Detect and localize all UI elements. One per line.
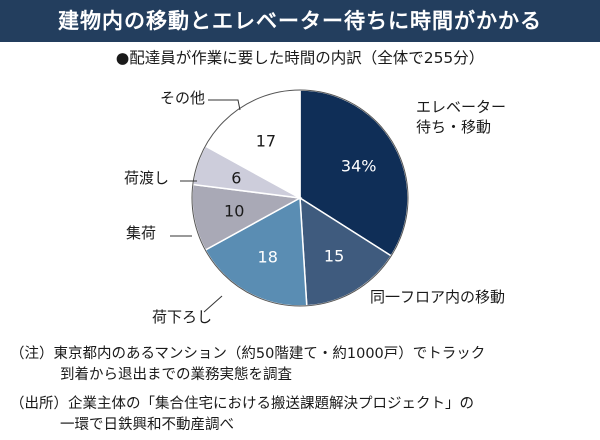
slice-value-label: 10 (224, 202, 244, 221)
note-2: （出所）企業主体の「集合住宅における搬送課題解決プロジェクト」の 一環で日鉄興和… (10, 394, 474, 436)
note-1: （注）東京都内のあるマンション（約50階建て・約1000戸）でトラック 到着から… (10, 344, 485, 386)
chart-title: 建物内の移動とエレベーター待ちに時間がかかる (58, 9, 542, 33)
slice-value-label: 34% (341, 157, 377, 176)
slice-category-label: その他 (160, 89, 205, 107)
leader-line (208, 99, 241, 111)
slice-value-label: 17 (256, 131, 276, 150)
slice-category-label: 荷渡し (124, 169, 169, 187)
title-bar (0, 0, 600, 42)
note-1-line-1: （注）東京都内のあるマンション（約50階建て・約1000戸）でトラック (10, 346, 486, 362)
chart-subtitle: ●配達員が作業に要した時間の内訳（全体で255分） (115, 49, 485, 67)
note-2-line-2: 一環で日鉄興和不動産調べ (60, 417, 234, 433)
pie-outline (191, 89, 409, 307)
slice-category-label: 同一フロア内の移動 (370, 288, 505, 306)
slice-category-label: 集荷 (126, 224, 156, 242)
slice-value-label: 18 (258, 248, 278, 267)
slice-value-label: 6 (231, 168, 241, 187)
slice-value-label: 15 (324, 247, 344, 266)
leader-line (203, 295, 223, 313)
note-2-line-1: （出所）企業主体の「集合住宅における搬送課題解決プロジェクト」の (10, 396, 474, 412)
slice-category-label: エレベーター待ち・移動 (416, 98, 506, 136)
slice-category-label: 荷下ろし (152, 308, 212, 326)
note-1-line-2: 到着から退出までの業務実態を調査 (60, 367, 292, 383)
